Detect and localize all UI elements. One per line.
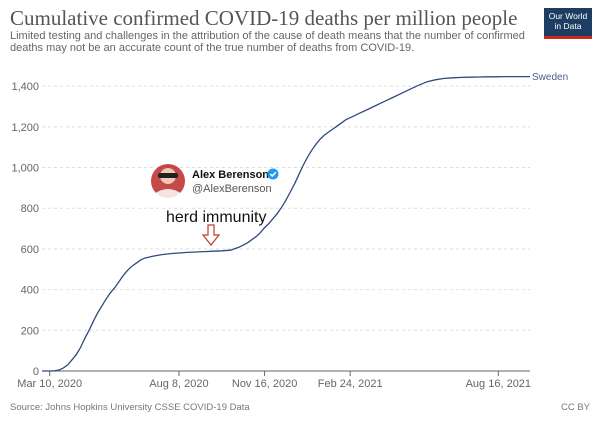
owid-logo[interactable]: Our World in Data <box>544 8 592 39</box>
x-axis-ticks: Mar 10, 2020 Aug 8, 2020 Nov 16, 2020 Feb 2… <box>17 371 531 390</box>
series-label-sweden[interactable]: Sweden <box>532 72 568 83</box>
grid-layer <box>42 85 530 331</box>
logo-line-1: Our World <box>548 11 588 21</box>
source-note[interactable]: Source: Johns Hopkins University CSSE CO… <box>10 402 250 413</box>
x-tick-label: Aug 16, 2021 <box>466 378 531 390</box>
tweet-author-name: Alex Berenson <box>192 169 269 181</box>
y-tick-label: 1,000 <box>11 163 39 175</box>
chart-subtitle: Limited testing and challenges in the at… <box>10 30 525 54</box>
y-tick-label: 1,400 <box>11 81 39 93</box>
tweet-overlay: Alex Berenson @AlexBerenson <box>151 164 279 198</box>
tweet-author-handle: @AlexBerenson <box>192 183 272 195</box>
x-tick-label: Aug 8, 2020 <box>149 378 208 390</box>
series-line-sweden[interactable] <box>42 75 530 372</box>
chart-title: Cumulative confirmed COVID-19 deaths per… <box>10 6 518 30</box>
y-tick-label: 200 <box>21 325 39 337</box>
x-tick-label: Mar 10, 2020 <box>17 378 82 390</box>
annotation-text: herd immunity <box>166 209 266 226</box>
x-tick-label: Feb 24, 2021 <box>318 378 383 390</box>
y-tick-label: 0 <box>33 366 39 378</box>
y-tick-label: 400 <box>21 285 39 297</box>
license-badge[interactable]: CC BY <box>560 402 590 413</box>
down-arrow-icon <box>201 224 221 246</box>
y-tick-label: 800 <box>21 203 39 215</box>
logo-line-2: in Data <box>554 20 582 31</box>
y-tick-label: 600 <box>21 244 39 256</box>
y-tick-label: 1,200 <box>11 122 39 134</box>
verified-badge-icon <box>267 168 279 180</box>
x-tick-label: Nov 16, 2020 <box>232 378 297 390</box>
profile-photo-icon <box>151 164 185 198</box>
y-axis-ticks: 0 200 400 600 800 1,000 1,200 1,400 <box>11 81 39 378</box>
